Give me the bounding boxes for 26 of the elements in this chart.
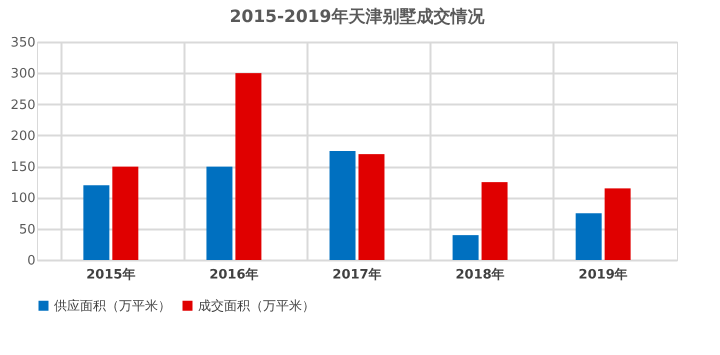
- chart-title: 2015-2019年天津别墅成交情况: [230, 7, 486, 27]
- y-tick-label: 300: [10, 66, 36, 82]
- bar: [482, 182, 508, 260]
- x-tick-label: 2016年: [209, 268, 259, 282]
- y-tick-label: 200: [10, 128, 36, 144]
- y-tick-label: 50: [18, 222, 36, 238]
- bar: [83, 185, 110, 260]
- y-tick-label: 350: [10, 36, 36, 50]
- y-tick-label: 250: [10, 98, 36, 113]
- x-tick-label: 2015年: [86, 268, 136, 282]
- bar: [576, 213, 602, 260]
- bar: [112, 166, 138, 260]
- y-tick-label: 0: [27, 254, 36, 268]
- x-tick-label: 2017年: [332, 268, 382, 282]
- bar: [330, 151, 356, 260]
- y-tick-label: 100: [10, 191, 36, 206]
- legend-label: 成交面积（万平米）: [198, 298, 315, 314]
- bar: [206, 166, 232, 260]
- bar: [358, 154, 384, 260]
- bar: [452, 235, 479, 260]
- bar: [604, 188, 631, 260]
- y-tick-label: 150: [10, 160, 36, 176]
- x-tick-label: 2019年: [578, 268, 628, 282]
- x-tick-label: 2018年: [455, 268, 505, 282]
- legend-label: 供应面积（万平米）: [54, 298, 171, 314]
- bar: [235, 73, 262, 260]
